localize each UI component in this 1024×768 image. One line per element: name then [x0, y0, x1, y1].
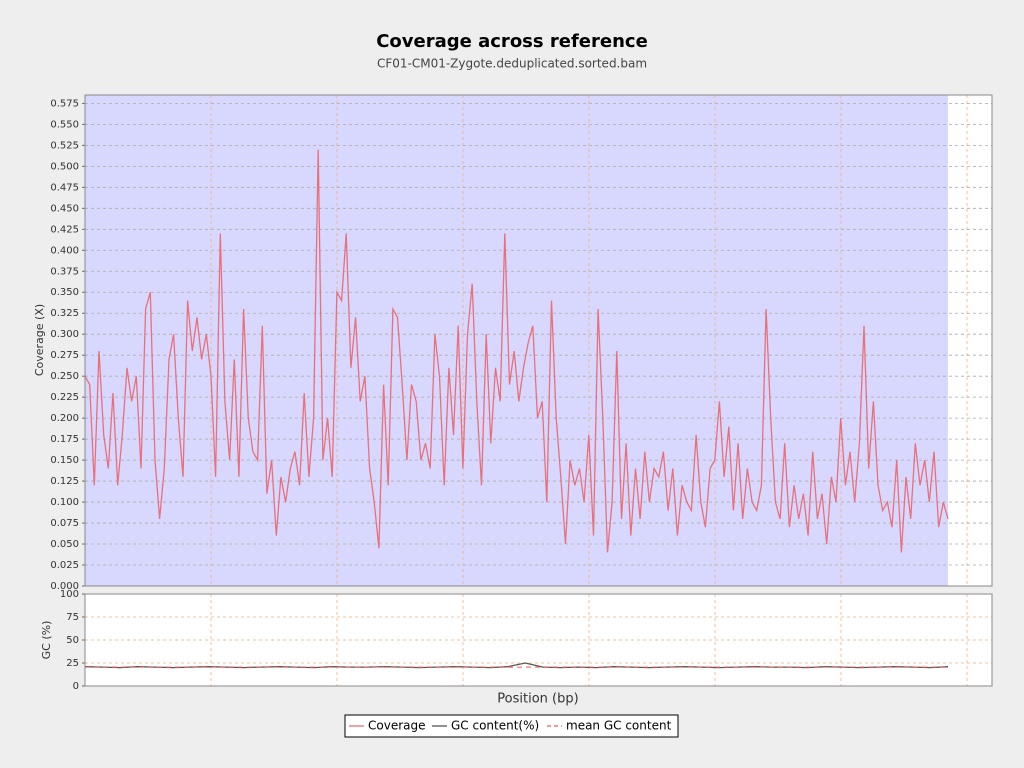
y-tick-label: 0.350: [50, 287, 79, 298]
y-tick-label: 0.450: [50, 203, 79, 214]
chart-subtitle: CF01-CM01-Zygote.deduplicated.sorted.bam: [377, 57, 647, 71]
y-tick-label: 0.125: [50, 476, 79, 487]
y-tick-label: 0.225: [50, 392, 79, 403]
y-tick-label: 0.575: [50, 98, 79, 109]
y-tick-label: 50: [66, 635, 79, 646]
y-tick-label: 25: [66, 658, 79, 669]
y-tick-label: 0.275: [50, 350, 79, 361]
y-tick-label: 0.375: [50, 266, 79, 277]
legend-label: Coverage: [368, 719, 426, 733]
legend: [344, 714, 679, 738]
y-tick-label: 0.550: [50, 119, 79, 130]
data-line: [84, 149, 949, 553]
y-tick-label: 0.500: [50, 161, 79, 172]
y-tick-label: 0.400: [50, 245, 79, 256]
y-tick-label: 0.250: [50, 371, 79, 382]
y-tick-label: 0.150: [50, 455, 79, 466]
y-tick-label: 0.050: [50, 539, 79, 550]
y-tick-label: 0.475: [50, 182, 79, 193]
plot-frame: [84, 593, 993, 687]
y-axis-label: Coverage (X): [33, 304, 46, 376]
y-tick-label: 0.025: [50, 560, 79, 571]
legend-label: mean GC content: [566, 719, 672, 733]
legend-label: GC content(%): [451, 719, 539, 733]
y-tick-label: 0: [73, 681, 79, 692]
y-tick-label: 0.300: [50, 329, 79, 340]
y-tick-label: 0.075: [50, 518, 79, 529]
x-axis-label: Position (bp): [497, 692, 578, 707]
y-tick-label: 0.200: [50, 413, 79, 424]
y-tick-label: 0.425: [50, 224, 79, 235]
plot-frame: [84, 94, 993, 587]
y-tick-label: 75: [66, 612, 79, 623]
y-tick-label: 100: [60, 589, 79, 600]
y-tick-label: 0.175: [50, 434, 79, 445]
chart-title: Coverage across reference: [376, 31, 648, 52]
y-tick-label: 0.100: [50, 497, 79, 508]
y-tick-label: 0.325: [50, 308, 79, 319]
y-tick-label: 0.000: [50, 581, 79, 592]
y-axis-label: GC (%): [40, 621, 53, 660]
data-line: [84, 662, 949, 669]
y-tick-label: 0.525: [50, 140, 79, 151]
